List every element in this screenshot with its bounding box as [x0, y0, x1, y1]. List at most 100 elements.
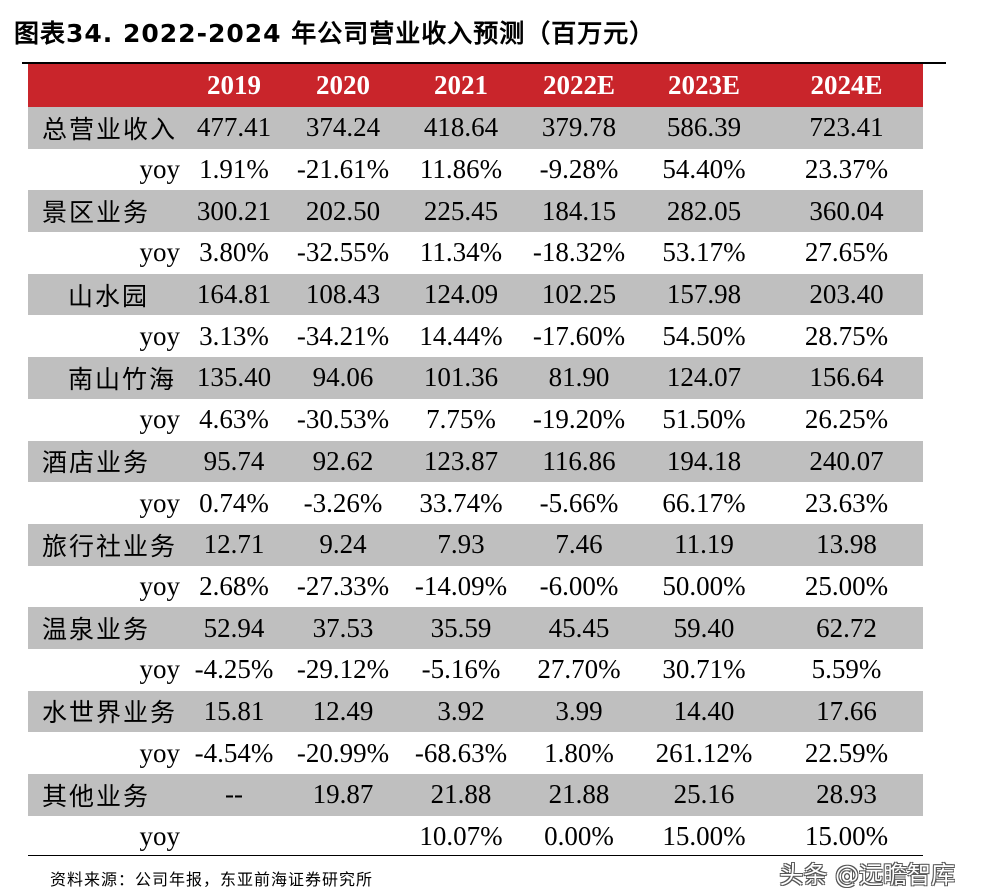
value-cell: 50.00%: [662, 570, 746, 601]
value-cell: -9.28%: [539, 154, 619, 185]
row-label: 南山竹海: [68, 364, 177, 394]
row-label: 其他业务: [42, 781, 151, 811]
table-row: 景区业务 300.21 202.50 225.45 184.15 282.05 360.04: [28, 190, 923, 233]
table-row: yoy 3.80% -32.55% 11.34% -18.32% 53.17% 27.65%: [28, 232, 923, 274]
value-cell: 11.86%: [419, 154, 503, 185]
header-cell-2020: 2020: [316, 70, 370, 100]
value-cell: 12.49: [312, 695, 374, 726]
value-cell: 35.59: [430, 612, 492, 643]
value-cell: 45.45: [548, 612, 610, 643]
value-cell: -14.09%: [414, 570, 508, 601]
value-cell: 25.00%: [804, 570, 889, 601]
value-cell: 225.45: [423, 195, 499, 226]
value-cell: 723.41: [809, 112, 884, 143]
value-cell: 22.59%: [804, 737, 889, 768]
value-cell: 54.50%: [662, 320, 746, 351]
value-cell: 300.21: [196, 195, 272, 226]
value-cell: 1.91%: [199, 154, 269, 185]
value-cell: 4.63%: [199, 404, 269, 435]
value-cell: -30.53%: [296, 404, 390, 435]
row-label: yoy: [139, 821, 181, 852]
value-cell: -29.12%: [296, 654, 390, 685]
row-label: 旅行社业务: [42, 531, 178, 561]
value-cell: 37.53: [312, 612, 374, 643]
header-cell-2024e: 2024E: [810, 70, 883, 100]
value-cell: 7.46: [555, 529, 603, 560]
value-cell: 102.25: [541, 279, 617, 310]
value-cell: -5.66%: [539, 487, 619, 518]
value-cell: 53.17%: [662, 237, 746, 268]
row-label: yoy: [139, 654, 181, 685]
row-label: 景区业务: [42, 198, 151, 228]
value-cell: 11.34%: [419, 237, 503, 268]
value-cell: 19.87: [312, 779, 374, 810]
value-cell: 3.99: [555, 695, 603, 726]
row-label: yoy: [139, 237, 181, 268]
value-cell: 15.00%: [662, 821, 746, 852]
value-cell: 7.75%: [426, 404, 496, 435]
table-row: yoy -4.54% -20.99% -68.63% 1.80% 261.12% 22.59…: [28, 732, 923, 774]
value-cell: 194.18: [666, 445, 742, 476]
table-row: yoy -4.25% -29.12% -5.16% 27.70% 30.71% 5.59%: [28, 649, 923, 691]
value-cell: 66.17%: [662, 487, 746, 518]
row-label: 温泉业务: [42, 615, 151, 645]
value-cell: 184.15: [541, 195, 617, 226]
value-cell: 59.40: [673, 612, 735, 643]
value-cell: 27.70%: [537, 654, 621, 685]
value-cell: 1.80%: [544, 737, 614, 768]
value-cell: -18.32%: [532, 237, 626, 268]
value-cell: -17.60%: [532, 320, 626, 351]
value-cell: 3.92: [437, 695, 485, 726]
value-cell: 81.90: [548, 362, 610, 393]
value-cell: 374.24: [305, 112, 381, 143]
value-cell: -4.54%: [194, 737, 274, 768]
table-row: 其他业务 -- 19.87 21.88 21.88 25.16 28.93: [28, 774, 923, 816]
value-cell: -21.61%: [296, 154, 390, 185]
value-cell: 379.78: [541, 112, 617, 143]
value-cell: 14.44%: [419, 320, 503, 351]
value-cell: 0.00%: [544, 821, 614, 852]
header-cell-2019: 2019: [207, 70, 261, 100]
value-cell: 108.43: [305, 279, 381, 310]
value-cell: -6.00%: [539, 570, 619, 601]
table-row: 温泉业务 52.94 37.53 35.59 45.45 59.40 62.72: [28, 607, 923, 649]
row-label: 水世界业务: [42, 698, 178, 728]
value-cell: 5.59%: [811, 654, 882, 685]
value-cell: 25.16: [673, 779, 735, 810]
row-label: yoy: [139, 404, 181, 435]
value-cell: --: [225, 779, 243, 810]
value-cell: 94.06: [312, 362, 374, 393]
value-cell: 51.50%: [662, 404, 746, 435]
table-row: 旅行社业务 12.71 9.24 7.93 7.46 11.19 13.98: [28, 523, 923, 566]
value-cell: 261.12%: [655, 737, 753, 768]
value-cell: -19.20%: [532, 404, 626, 435]
table-title: 图表34. 2022-2024 年公司营业收入预测（百万元）: [14, 19, 656, 48]
value-cell: 282.05: [666, 195, 742, 226]
table-header-row: 2019 2020 2021 2022E 2023E 2024E: [28, 64, 923, 107]
table-row: yoy 2.68% -27.33% -14.09% -6.00% 50.00% 25.00%: [28, 566, 923, 608]
table-row: 水世界业务 15.81 12.49 3.92 3.99 14.40 17.66: [28, 690, 923, 733]
title-divider: [22, 62, 946, 64]
value-cell: 240.07: [809, 445, 884, 476]
value-cell: -4.25%: [194, 654, 274, 685]
value-cell: 203.40: [809, 279, 884, 310]
table-bottom-rule: [28, 855, 923, 856]
value-cell: 124.07: [666, 362, 742, 393]
row-label: 酒店业务: [42, 448, 151, 478]
table-row: yoy 1.91% -21.61% 11.86% -9.28% 54.40% 23.37%: [28, 149, 923, 191]
value-cell: -3.26%: [303, 487, 383, 518]
value-cell: 23.63%: [804, 487, 889, 518]
table-row: 酒店业务 95.74 92.62 123.87 116.86 194.18 240.07: [28, 440, 923, 483]
value-cell: 11.19: [674, 529, 734, 560]
value-cell: -34.21%: [296, 320, 390, 351]
header-cell-2023e: 2023E: [667, 70, 740, 100]
value-cell: 116.86: [542, 445, 616, 476]
value-cell: 21.88: [430, 779, 492, 810]
table-row: 总营业收入 477.41 374.24 418.64 379.78 586.39 723.4…: [28, 107, 923, 149]
value-cell: -32.55%: [296, 237, 390, 268]
table-row: yoy 4.63% -30.53% 7.75% -19.20% 51.50% 26.25%: [28, 399, 923, 441]
value-cell: 54.40%: [662, 154, 746, 185]
value-cell: 164.81: [196, 279, 272, 310]
value-cell: -5.16%: [421, 654, 501, 685]
value-cell: 95.74: [203, 445, 265, 476]
